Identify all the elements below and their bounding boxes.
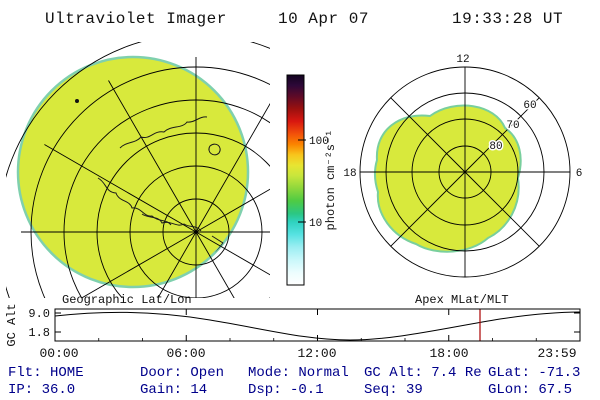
strip-right-title: Apex MLat/MLT	[415, 293, 509, 307]
status-glat: GLat: -71.3	[488, 365, 580, 381]
polar-grid	[359, 66, 571, 278]
geographic-grid	[6, 42, 270, 298]
strip-x-tick-labels: 00:00 06:00 12:00 18:00 23:59	[39, 346, 576, 361]
strip-y-axis-title: GC Alt	[5, 303, 19, 346]
status-row-1: Flt: HOME Door: Open Mode: Normal GC Alt…	[8, 365, 580, 381]
star-spot	[75, 99, 79, 103]
mlat-ring-label-80: 80	[489, 141, 502, 153]
mlt-label-18: 18	[343, 168, 356, 180]
gc-alt-curve	[54, 311, 581, 341]
status-flt: Flt: HOME	[8, 365, 84, 381]
status-ip: IP: 36.0	[8, 382, 75, 398]
status-gain: Gain: 14	[140, 382, 207, 398]
status-mode: Mode: Normal	[248, 365, 349, 381]
strip-x-major-ticks	[185, 309, 450, 341]
xtick-2359: 23:59	[537, 346, 576, 361]
status-dsp: Dsp: -0.1	[248, 382, 324, 398]
strip-y-ticks	[55, 312, 580, 333]
strip-y-tick-label-9: 9.0	[28, 307, 50, 321]
uv-earth-disk	[16, 55, 250, 289]
status-glon: GLon: 67.5	[488, 382, 572, 398]
apex-polar-panel: 12 18 6 60 70 80	[342, 53, 584, 278]
xtick-0000: 00:00	[39, 346, 78, 361]
mlt-label-12: 12	[456, 54, 469, 66]
colorbar-units-label: photon cm⁻²s⁻¹	[324, 130, 338, 231]
xtick-1800: 18:00	[429, 346, 468, 361]
strip-y-tick-label-1-8: 1.8	[28, 326, 50, 340]
strip-x-minor-ticks	[98, 338, 537, 341]
strip-chart: Geographic Lat/Lon Apex MLat/MLT	[5, 293, 581, 361]
xtick-1200: 12:00	[297, 346, 336, 361]
colorbar-gradient	[286, 74, 305, 286]
strip-left-title: Geographic Lat/Lon	[62, 293, 192, 307]
colorbar-tick-label-10: 10	[309, 218, 322, 230]
app-title: Ultraviolet Imager	[45, 10, 227, 28]
colorbar-tick-label-100: 100	[309, 136, 329, 148]
header-date: 10 Apr 07	[278, 10, 369, 28]
header-time: 19:33:28 UT	[452, 10, 563, 28]
colorbar: 100 10 photon cm⁻²s⁻¹	[286, 74, 338, 286]
xtick-0600: 06:00	[166, 346, 205, 361]
status-gc-alt: GC Alt: 7.4 Re	[364, 365, 482, 381]
mlt-label-6: 6	[576, 168, 583, 180]
status-door: Door: Open	[140, 365, 224, 381]
status-seq: Seq: 39	[364, 382, 423, 398]
auroral-oval-blob	[373, 104, 522, 253]
geographic-image-panel	[6, 42, 270, 298]
mlat-ring-label-60: 60	[523, 100, 536, 112]
mlat-ring-label-70: 70	[506, 120, 519, 132]
status-row-2: IP: 36.0 Gain: 14 Dsp: -0.1 Seq: 39 GLon…	[8, 382, 572, 398]
